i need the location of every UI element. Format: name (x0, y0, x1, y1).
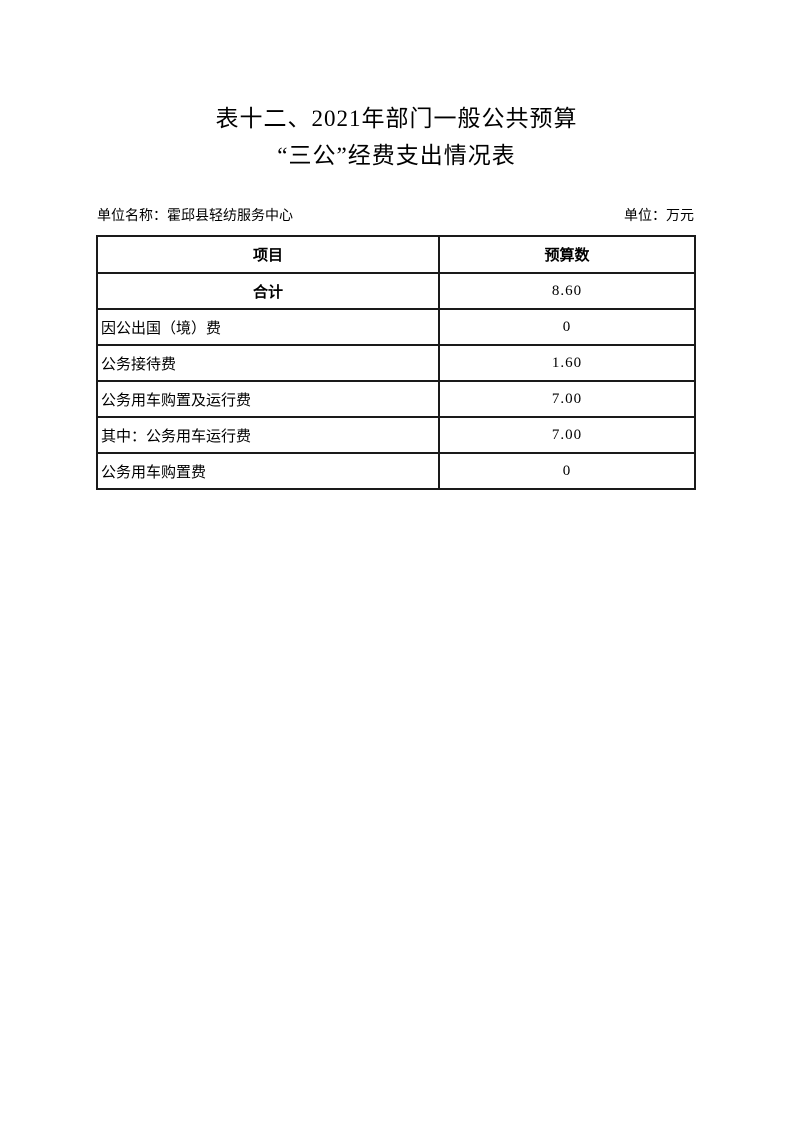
row-label: 因公出国（境）费 (96, 308, 440, 346)
info-row: 单位名称：霍邱县轻纺服务中心 单位：万元 (97, 205, 694, 225)
page-title-line1: 表十二、2021年部门一般公共预算 (215, 106, 578, 131)
row-value: 8.60 (438, 272, 696, 310)
row-label: 合计 (96, 272, 440, 310)
table-row: 公务用车购置及运行费 7.00 (96, 380, 696, 418)
row-value: 0 (438, 308, 696, 346)
table-row: 其中：公务用车运行费 7.00 (96, 416, 696, 454)
unit-name-value: 霍邱县轻纺服务中心 (167, 209, 293, 224)
unit-name: 单位名称：霍邱县轻纺服务中心 (97, 205, 293, 225)
table-row: 公务用车购置费 0 (96, 452, 696, 490)
row-label: 公务用车购置费 (96, 452, 440, 490)
row-value: 7.00 (438, 380, 696, 418)
budget-table: 项目 预算数 合计 8.60 因公出国（境）费 0 公务接待费 1.60 公务用… (96, 235, 696, 490)
page-title: 表十二、2021年部门一般公共预算 “三公”经费支出情况表 (0, 100, 793, 174)
row-value: 1.60 (438, 344, 696, 382)
table-row: 合计 8.60 (96, 272, 696, 310)
row-value: 0 (438, 452, 696, 490)
unit-name-label: 单位名称： (97, 209, 167, 224)
row-label: 其中：公务用车运行费 (96, 416, 440, 454)
column-header-budget: 预算数 (438, 235, 696, 274)
currency-unit-label: 单位：万元 (624, 209, 694, 224)
row-label: 公务接待费 (96, 344, 440, 382)
table-row: 公务接待费 1.60 (96, 344, 696, 382)
column-header-item: 项目 (96, 235, 440, 274)
table-row: 因公出国（境）费 0 (96, 308, 696, 346)
page-title-line2: “三公”经费支出情况表 (277, 143, 516, 168)
row-value: 7.00 (438, 416, 696, 454)
row-label: 公务用车购置及运行费 (96, 380, 440, 418)
table-header-row: 项目 预算数 (96, 235, 696, 274)
